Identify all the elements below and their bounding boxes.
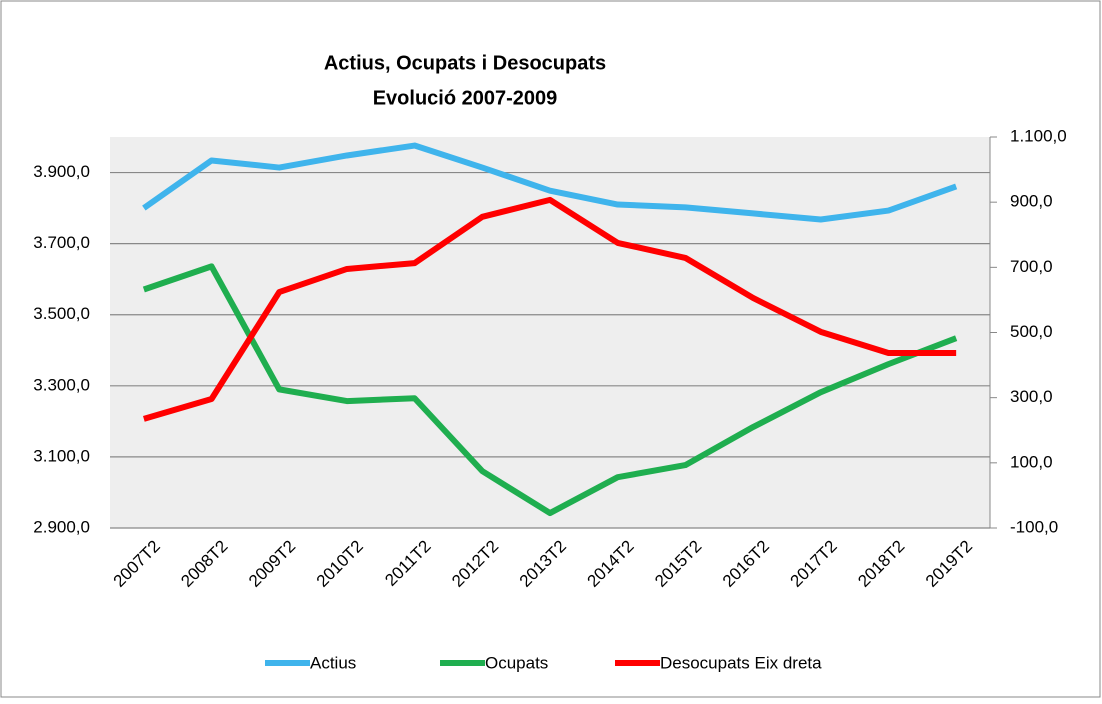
y-tick-label: 3.300,0 [33, 375, 90, 394]
legend-label: Ocupats [485, 653, 548, 672]
y-tick-label: 2.900,0 [33, 517, 90, 536]
y2-tick-label: 900,0 [1010, 192, 1053, 211]
series-line [143, 196, 957, 422]
y2-tick-label: 1.100,0 [1010, 126, 1067, 145]
y2-tick-label: 100,0 [1010, 452, 1053, 471]
chart-title: Actius, Ocupats i Desocupats [324, 52, 606, 74]
series-line [142, 263, 958, 517]
y2-tick-label: 300,0 [1010, 387, 1053, 406]
series-line [142, 142, 958, 223]
legend-label: Desocupats Eix dreta [660, 653, 822, 672]
y-tick-label: 3.700,0 [33, 233, 90, 252]
plot-area [110, 137, 990, 528]
y2-tick-label: 500,0 [1010, 322, 1053, 341]
y-tick-label: 3.100,0 [33, 446, 90, 465]
y-tick-label: 3.900,0 [33, 162, 90, 181]
legend-label: Actius [310, 653, 356, 672]
y-tick-label: 3.500,0 [33, 304, 90, 323]
y2-tick-label: 700,0 [1010, 257, 1053, 276]
y2-tick-label: -100,0 [1010, 517, 1058, 536]
chart-subtitle: Evolució 2007-2009 [373, 87, 558, 109]
